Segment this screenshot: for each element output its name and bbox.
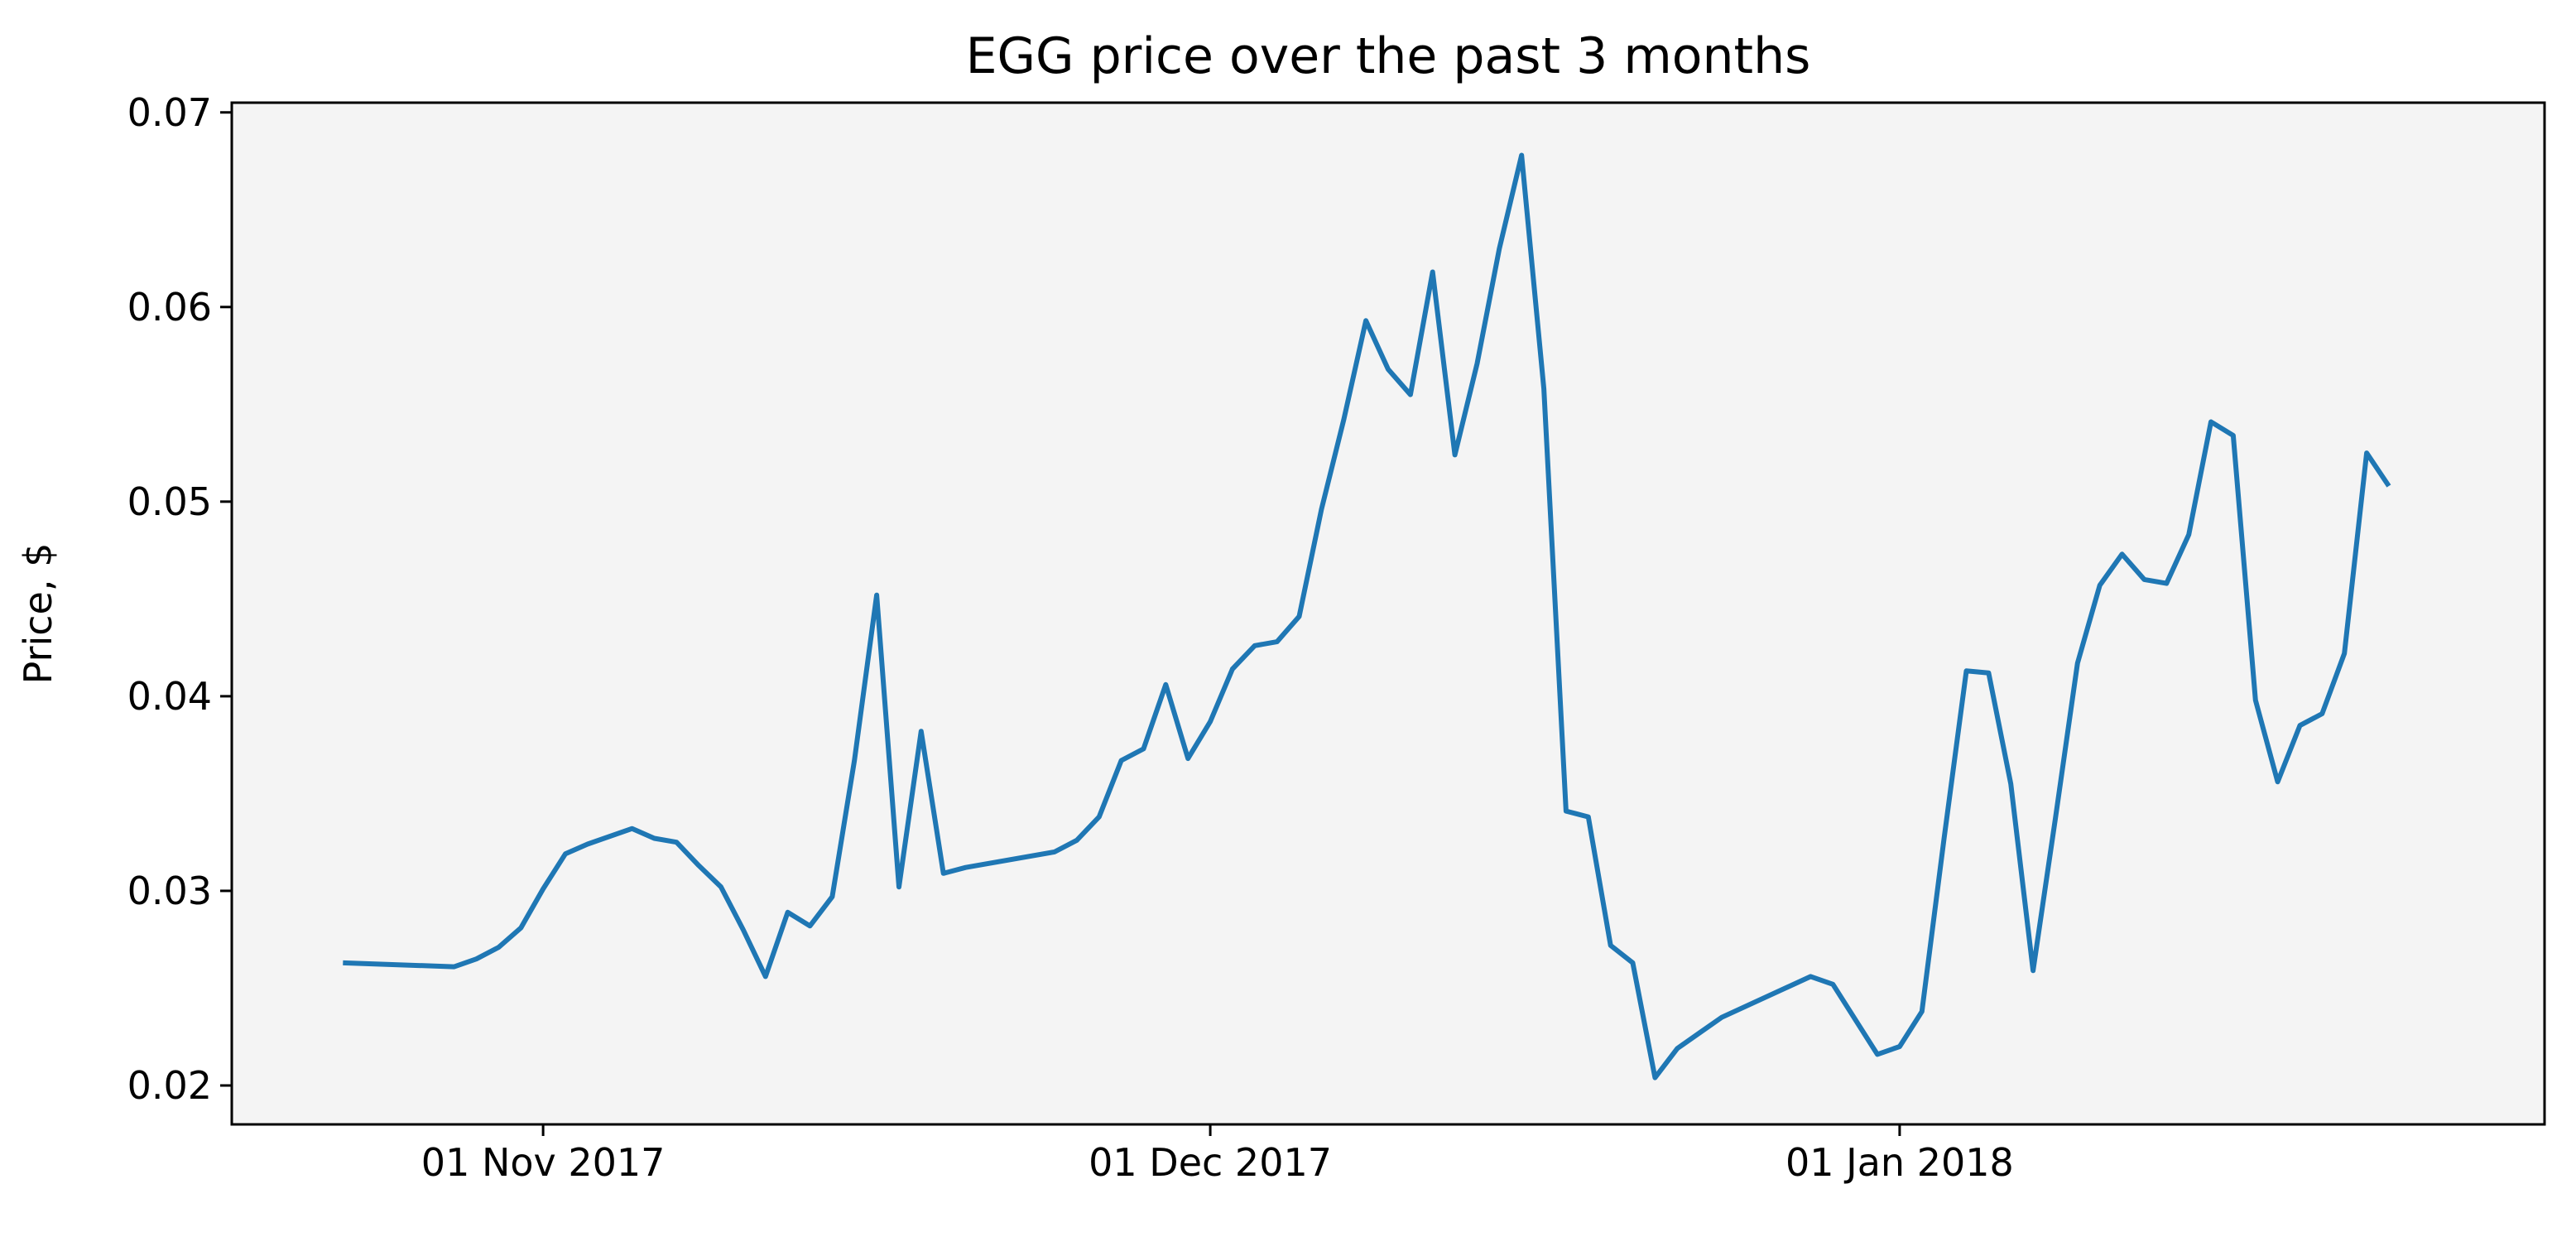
y-axis-label: Price, $ [16, 543, 60, 685]
chart-title: EGG price over the past 3 months [966, 27, 1811, 85]
plot-area [232, 103, 2545, 1124]
x-tick-label: 01 Nov 2017 [421, 1140, 666, 1185]
y-tick-label: 0.05 [127, 479, 212, 524]
axes-frame [230, 101, 2546, 1126]
y-axis: 0.02 0.03 0.04 0.05 0.06 0.07 [127, 90, 232, 1108]
x-axis: 01 Nov 2017 01 Dec 2017 01 Jan 2018 [421, 1124, 2014, 1185]
y-tick-label: 0.07 [127, 90, 212, 135]
series-line-0 [343, 152, 2391, 1081]
series-layer [343, 152, 2391, 1081]
y-tick-label: 0.03 [127, 869, 212, 913]
x-tick-label: 01 Jan 2018 [1785, 1140, 2014, 1185]
x-tick-label: 01 Dec 2017 [1089, 1140, 1332, 1185]
y-tick-label: 0.04 [127, 674, 212, 719]
y-tick-label: 0.06 [127, 285, 212, 330]
y-tick-label: 0.02 [127, 1063, 212, 1108]
